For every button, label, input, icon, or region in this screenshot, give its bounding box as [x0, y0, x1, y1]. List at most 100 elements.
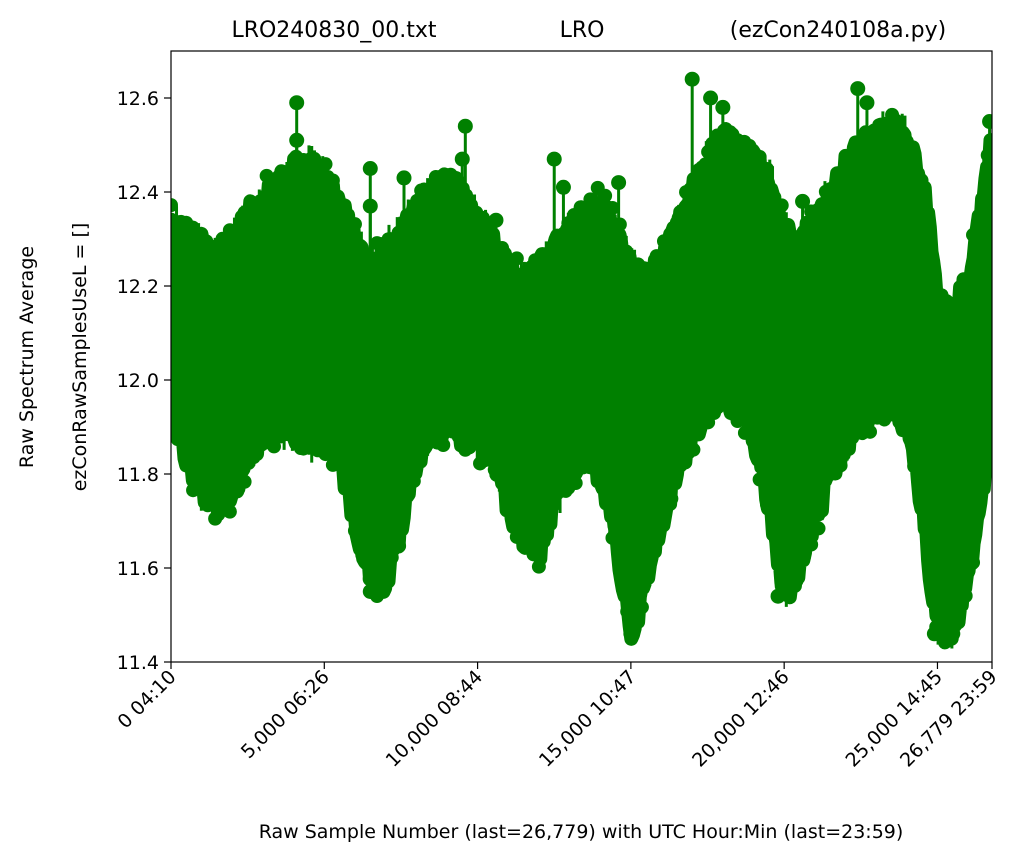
data-point — [171, 417, 186, 432]
data-point — [502, 486, 517, 501]
data-point — [642, 554, 657, 569]
x-tick-label: 20,000 12:46 — [688, 666, 794, 772]
data-point — [634, 600, 649, 615]
data-point — [848, 422, 863, 437]
spike-point — [850, 81, 866, 97]
data-point — [333, 200, 348, 215]
spike-point — [454, 151, 470, 167]
chart-title-left: LRO240830_00.txt — [231, 18, 436, 43]
data-point — [885, 401, 900, 416]
data-point — [774, 198, 789, 213]
axes-frame — [170, 50, 993, 663]
data-point — [973, 211, 988, 226]
data-point — [539, 524, 554, 539]
data-point — [502, 273, 517, 288]
data-point — [649, 249, 664, 264]
data-point — [509, 529, 524, 544]
x-axis-ticks: 0 04:10 5,000 06:26 10,000 08:44 15,000 10:… — [113, 662, 1002, 772]
spike-point — [715, 99, 731, 115]
data-point — [723, 381, 738, 396]
spike-point — [555, 179, 571, 195]
x-tick-label: 5,000 06:26 — [237, 666, 334, 763]
data-point — [951, 294, 966, 309]
data-point — [943, 320, 958, 335]
chart-title-center: LRO — [560, 18, 605, 43]
data-point — [656, 234, 671, 249]
data-point — [656, 510, 671, 525]
data-point — [259, 168, 274, 183]
data-point — [598, 188, 613, 203]
data-point — [267, 439, 282, 454]
data-point — [208, 511, 223, 526]
data-point — [664, 245, 679, 260]
spike-point — [488, 212, 504, 228]
data-point — [458, 442, 473, 457]
dip-point — [362, 584, 378, 599]
y-tick-label: 11.8 — [117, 464, 159, 486]
data-point — [951, 600, 966, 615]
data-point — [230, 484, 245, 499]
y-tick-label: 12.0 — [117, 370, 159, 392]
data-point — [296, 441, 311, 456]
data-point — [333, 454, 348, 469]
data-point — [281, 170, 296, 185]
data-point — [818, 471, 833, 486]
data-point — [899, 410, 914, 425]
data-point — [605, 201, 620, 216]
spike-point — [810, 231, 826, 247]
data-point — [347, 217, 362, 232]
data-point — [186, 483, 201, 498]
data-point — [531, 559, 546, 574]
data-point — [921, 235, 936, 250]
data-point — [752, 472, 767, 487]
data-point — [855, 407, 870, 422]
data-point — [907, 159, 922, 174]
y-axis-label-line1: Raw Spectrum Average — [16, 246, 38, 468]
spike-point — [457, 118, 473, 134]
data-point — [649, 529, 664, 544]
chart-title-right: (ezCon240108a.py) — [730, 18, 946, 43]
data-point — [796, 550, 811, 565]
data-point — [568, 476, 583, 491]
spike-point — [795, 193, 811, 209]
data-point — [524, 535, 539, 550]
data-point — [414, 433, 429, 448]
data-point — [701, 415, 716, 430]
data-point — [605, 530, 620, 545]
data-point — [664, 491, 679, 506]
data-point — [921, 555, 936, 570]
x-tick-label: 25,000 14:45 — [841, 666, 947, 772]
data-point — [877, 129, 892, 144]
x-tick-label: 26,779 23:59 — [896, 666, 1002, 772]
spike-point — [859, 95, 875, 111]
data-point — [877, 411, 892, 426]
spike-point — [289, 95, 305, 111]
data-point — [311, 169, 326, 184]
data-point — [355, 259, 370, 274]
data-point — [612, 546, 627, 561]
data-point — [436, 438, 451, 453]
data-point — [171, 392, 178, 407]
spike-point — [703, 90, 719, 106]
data-point — [980, 431, 992, 446]
data-point — [885, 107, 900, 122]
data-point — [377, 567, 392, 582]
data-point — [392, 238, 407, 253]
spike-point — [448, 189, 464, 205]
data-point — [833, 165, 848, 180]
x-axis-label: Raw Sample Number (last=26,779) with UTC… — [259, 821, 904, 843]
data-point — [428, 422, 443, 437]
data-point — [347, 523, 362, 538]
data-point — [480, 432, 495, 447]
data-point — [804, 204, 819, 219]
data-point — [737, 425, 752, 440]
data-point — [627, 612, 642, 627]
data-point — [399, 489, 414, 504]
data-point — [237, 474, 252, 489]
data-point — [318, 157, 333, 172]
data-point — [966, 227, 981, 242]
data-point — [200, 498, 215, 513]
dip-point — [770, 588, 786, 604]
data-point — [693, 171, 708, 186]
